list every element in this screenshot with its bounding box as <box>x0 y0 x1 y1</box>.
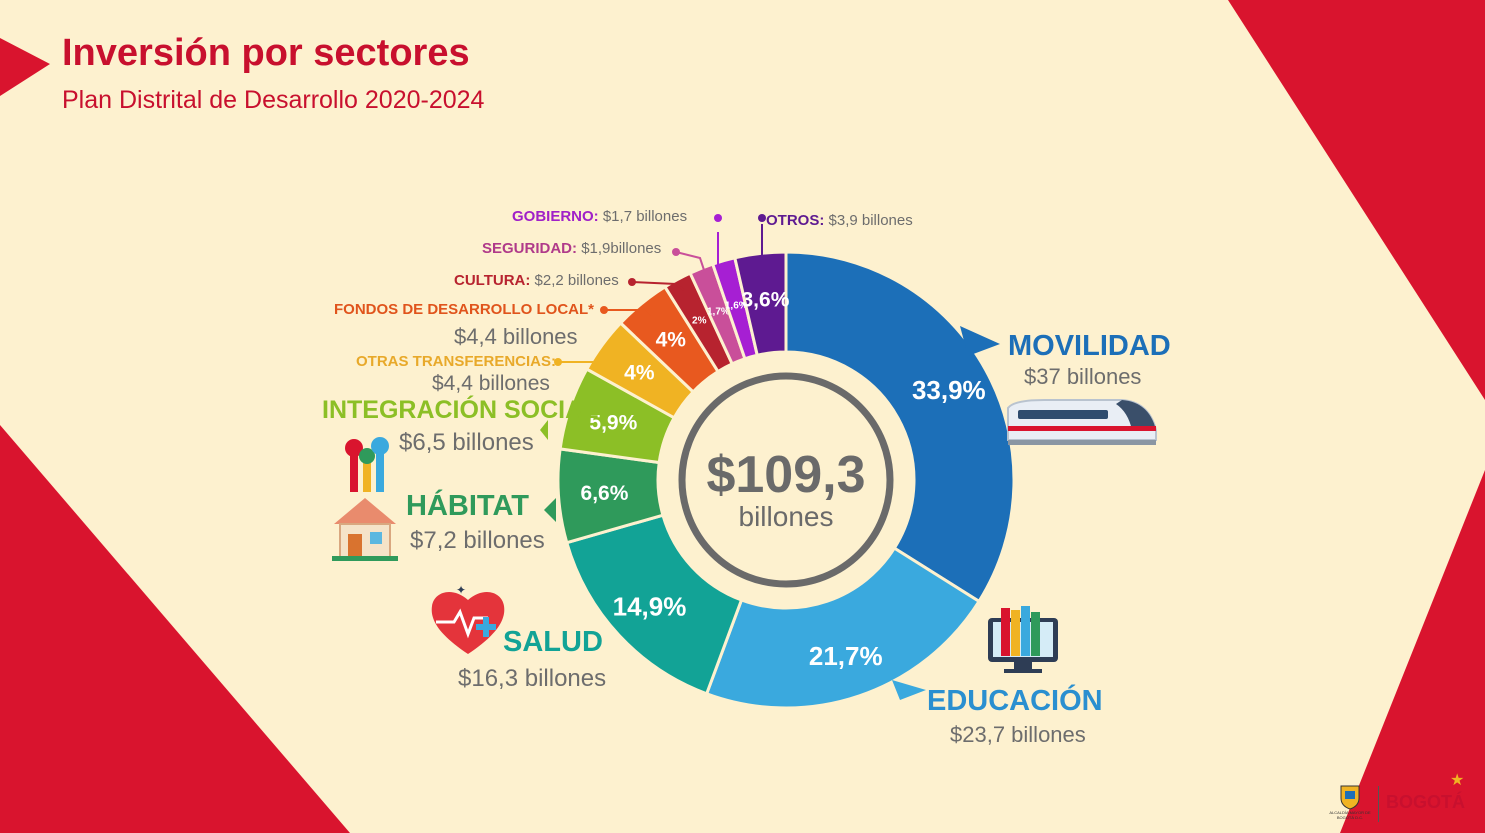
leader-dot <box>628 278 636 286</box>
books-icon <box>988 606 1058 673</box>
alcaldia-text: ALCALDÍA MAYOR DE BOGOTÁ D.C. <box>1329 810 1371 820</box>
label-value: $1,9billones <box>581 240 662 257</box>
label-name: FONDOS DE DESARROLLO LOCAL* <box>334 301 595 318</box>
label-name: CULTURA: <box>454 272 531 289</box>
label-value: $1,7 billones <box>602 208 688 225</box>
page-title: Inversión por sectores <box>62 32 470 74</box>
svg-text:✦: ✦ <box>456 584 466 597</box>
label-name: OTRAS TRANSFERENCIAS: <box>356 353 557 370</box>
slice-percent-label: 5,9% <box>589 412 637 435</box>
center-value: $109,3 <box>706 446 865 504</box>
label-integracion-value: $6,5 billones <box>399 429 534 456</box>
train-icon <box>1007 399 1157 445</box>
slice-percent-label: 2% <box>692 316 707 327</box>
slice-percent-label: 4% <box>656 328 687 351</box>
logo-divider <box>1378 786 1379 822</box>
center-unit: billones <box>739 501 834 532</box>
slice-percent-label: 33,9% <box>912 375 986 405</box>
label-educacion-value: $23,7 billones <box>950 722 1086 747</box>
label-name: OTROS: <box>766 212 825 229</box>
heart-icon: ✦ <box>431 584 505 654</box>
label-movilidad: MOVILIDAD <box>1008 330 1171 362</box>
label-fondos: FONDOS DE DESARROLLO LOCAL* <box>334 301 594 318</box>
page-subtitle: Plan Distrital de Desarrollo 2020-2024 <box>62 86 485 114</box>
slice-percent-label: 3,6% <box>742 289 790 312</box>
label-otras-transferencias: OTRAS TRANSFERENCIAS: <box>356 353 556 370</box>
donut-slice <box>733 250 788 358</box>
slice-percent-label: 4% <box>624 362 655 385</box>
leader-dot <box>672 248 680 256</box>
leader-dot <box>714 214 722 222</box>
leader-dot <box>758 214 766 222</box>
leader-line <box>631 281 685 291</box>
label-pointer <box>540 420 548 440</box>
label-gobierno: GOBIERNO: $1,7 billones <box>512 208 687 225</box>
label-seguridad: SEGURIDAD: $1,9billones <box>482 240 661 257</box>
slice-percent-label: 21,7% <box>809 641 883 671</box>
star-icon: ★ <box>1450 772 1465 789</box>
slice-percent-label: 1,6% <box>725 300 748 311</box>
label-pointer <box>960 326 1000 356</box>
donut-slice <box>784 250 1016 604</box>
alcaldia-shield-icon <box>1340 785 1360 810</box>
label-name: SEGURIDAD: <box>482 240 578 257</box>
slice-percent-label: 1,7% <box>707 307 730 318</box>
label-cultura: CULTURA: $2,2 billones <box>454 272 619 289</box>
slice-percent-label: 6,6% <box>581 482 629 505</box>
label-movilidad-value: $37 billones <box>1024 364 1142 389</box>
label-otros: OTROS: $3,9 billones <box>766 212 913 229</box>
donut-slice <box>704 546 982 710</box>
label-habitat-value: $7,2 billones <box>410 527 545 554</box>
leader-line <box>675 251 705 271</box>
label-educacion: EDUCACIÓN <box>927 685 1103 717</box>
leader-dot <box>600 306 608 314</box>
house-icon <box>332 498 398 561</box>
label-name: GOBIERNO: <box>512 208 599 225</box>
slice-percent-label: 14,9% <box>613 591 687 621</box>
label-value: $3,9 billones <box>828 212 913 229</box>
label-otras-value: $4,4 billones <box>432 372 550 395</box>
leader-dot <box>554 358 562 366</box>
leader-line <box>558 361 607 369</box>
label-fondos-value: $4,4 billones <box>454 324 578 349</box>
label-pointer <box>892 680 926 700</box>
label-habitat: HÁBITAT <box>406 490 529 522</box>
label-salud-value: $16,3 billones <box>458 665 607 692</box>
label-value: $2,2 billones <box>534 272 619 289</box>
label-salud: SALUD <box>503 626 603 658</box>
hands-icon <box>345 437 389 492</box>
bogota-logo: BOGOTÁ <box>1386 792 1465 812</box>
center-ring <box>678 372 894 588</box>
label-integracion-social: INTEGRACIÓN SOCIAL <box>322 396 599 424</box>
leader-line <box>604 309 651 317</box>
label-pointer <box>544 498 556 522</box>
